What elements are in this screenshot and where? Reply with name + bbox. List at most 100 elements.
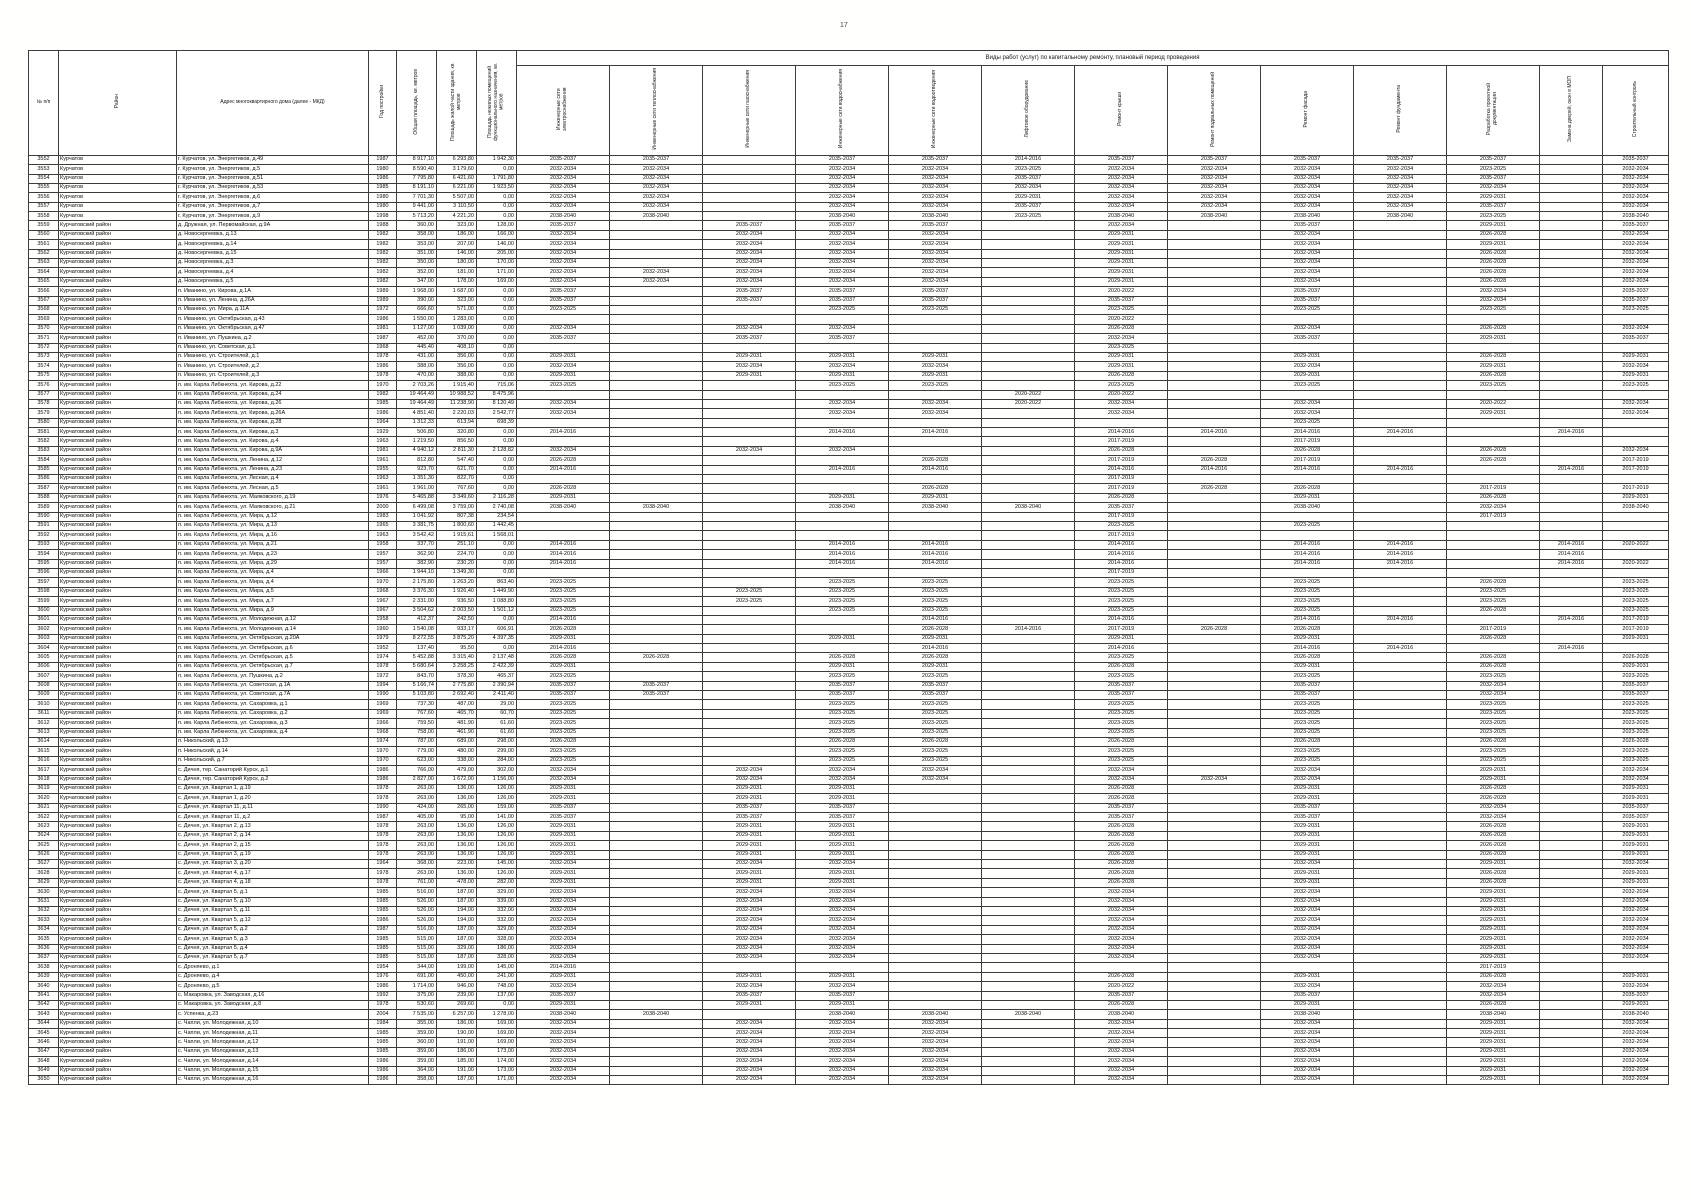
table-cell: 2032-2034 [702, 239, 796, 250]
table-row: 3628 Курчатовский район с. Дичня, ул. Квар… [28, 868, 1670, 879]
table-cell: 2026-2028 [795, 652, 889, 663]
table-cell: 1978 [368, 849, 397, 861]
table-cell: 2014-2016 [1539, 549, 1603, 560]
table-cell: 136,00 [436, 868, 477, 879]
table-cell [888, 859, 982, 870]
table-cell: 2035-2037 [702, 295, 796, 307]
table-cell: 2023-2025 [1601, 380, 1670, 391]
table-cell: 2017-2019 [1446, 511, 1540, 523]
col-header-doors-windows-label: Замена дверей, окон в МОП [1567, 75, 1574, 143]
table-row: 3561 Курчатовский район д. Новосергеевка, … [28, 239, 1670, 250]
table-cell: 2026-2028 [1446, 783, 1540, 795]
table-cell: 2017-2019 [1260, 455, 1354, 466]
table-row: 3641 Курчатовский район с. Макаровка, ул. … [28, 990, 1670, 1001]
table-cell: 2032-2034 [702, 943, 796, 954]
table-cell [981, 483, 1075, 494]
table-cell: 1 351,30 [396, 474, 437, 485]
table-cell [1353, 934, 1447, 945]
table-row: 3556 Курчатов г. Курчатов, ул. Энергетиков… [28, 192, 1670, 203]
table-cell: 2023-2025 [1446, 586, 1540, 598]
table-cell: 526,00 [396, 915, 437, 926]
table-cell: Курчатовский район [58, 962, 177, 973]
table-cell [1353, 624, 1447, 635]
table-cell [1353, 830, 1447, 842]
table-cell: 2035-2037 [795, 295, 889, 307]
table-cell: 2029-2031 [1260, 492, 1354, 504]
table-cell: п. им. Карла Либкнехта, ул. Кирова, д.22 [176, 380, 369, 391]
table-cell: 2023-2025 [795, 380, 889, 391]
table-cell: 241,00 [476, 971, 517, 983]
table-row: 3607 Курчатовский район п. им. Карла Либкн… [28, 671, 1670, 682]
table-cell [1353, 727, 1447, 738]
table-cell: 19 464,49 [396, 389, 437, 400]
table-cell: 2032-2034 [981, 182, 1075, 194]
table-cell: п. Иванино, ул. Ленина, д.26А [176, 295, 369, 307]
table-cell [702, 605, 796, 616]
table-cell: 2032-2034 [1260, 952, 1354, 964]
col-header-elevator: Лифтовое оборудование [981, 65, 1075, 156]
table-cell [1353, 755, 1447, 767]
table-cell: 1980 [368, 192, 397, 203]
table-cell: с. Дичня, ул. Квартал 4, д.17 [176, 868, 369, 879]
table-cell: 126,00 [476, 840, 517, 851]
table-cell: 2032-2034 [702, 276, 796, 288]
table-cell: 479,00 [436, 765, 477, 776]
table-cell: 2 003,50 [436, 605, 477, 616]
table-cell: 2023-2025 [516, 755, 610, 767]
table-cell: Курчатовский район [58, 248, 177, 260]
table-cell: 2032-2034 [702, 924, 796, 936]
table-cell [795, 436, 889, 447]
table-cell: 187,00 [436, 887, 477, 898]
table-cell: 2032-2034 [702, 765, 796, 776]
table-row: 3562 Курчатовский район д. Новосергеевка, … [28, 248, 1670, 260]
table-cell [702, 173, 796, 184]
table-cell: 2035-2037 [981, 201, 1075, 213]
table-cell: 2032-2034 [888, 248, 982, 260]
table-cell [981, 614, 1075, 626]
table-cell [888, 417, 982, 429]
table-cell [888, 783, 982, 795]
table-cell: 1 312,33 [396, 417, 437, 429]
table-row: 3566 Курчатовский район п. Иванино, ул. Ки… [28, 286, 1670, 297]
table-cell [1167, 633, 1261, 645]
group-header-works: Виды работ (услуг) по капитальному ремон… [515, 50, 1670, 66]
table-cell: 2014-2016 [1539, 614, 1603, 626]
table-cell: 1964 [368, 859, 397, 870]
table-cell: 2032-2034 [1446, 680, 1540, 692]
table-cell: 1987 [368, 154, 397, 166]
table-cell: 3 179,60 [436, 164, 477, 175]
table-cell: 2035-2037 [702, 812, 796, 823]
table-cell: г. Курчатов, ул. Энергетиков, д.53 [176, 182, 369, 194]
table-cell [702, 164, 796, 175]
table-cell: 1963 [368, 436, 397, 447]
table-cell: 2014-2016 [795, 558, 889, 569]
table-cell: 2029-2031 [1074, 239, 1168, 250]
table-cell: 2004 [368, 1009, 397, 1020]
table-cell: 2014-2016 [1353, 427, 1447, 438]
table-cell: 3608 [28, 680, 59, 692]
table-cell: 2023-2025 [795, 596, 889, 607]
table-cell: 2032-2034 [795, 1075, 889, 1086]
table-cell [888, 445, 982, 457]
table-cell: Курчатовский район [58, 229, 177, 241]
table-cell: 187,00 [436, 934, 477, 945]
table-cell [609, 248, 703, 260]
table-cell: Курчатовский район [58, 549, 177, 560]
table-cell: 159,00 [476, 802, 517, 814]
table-cell: с. Дичня, тер. Санаторий Курск, д.1 [176, 765, 369, 776]
table-cell: с. Чапли, ул. Молодежная, д.15 [176, 1065, 369, 1077]
table-cell: 358,00 [396, 229, 437, 241]
table-cell: с. Чапли, ул. Молодежная, д.16 [176, 1075, 369, 1086]
table-cell: 1 915,61 [436, 530, 477, 541]
table-cell: Курчатовский район [58, 1065, 177, 1077]
table-cell: 3555 [28, 182, 59, 194]
table-cell: 412,37 [396, 614, 437, 626]
table-cell: 2038-2040 [516, 1009, 610, 1020]
table-cell: 60,70 [476, 708, 517, 720]
table-cell: 2032-2034 [1601, 774, 1670, 785]
table-cell [981, 520, 1075, 532]
table-cell [609, 596, 703, 607]
table-cell: 263,00 [396, 849, 437, 861]
table-cell [1539, 1065, 1603, 1077]
table-cell: 1970 [368, 755, 397, 767]
